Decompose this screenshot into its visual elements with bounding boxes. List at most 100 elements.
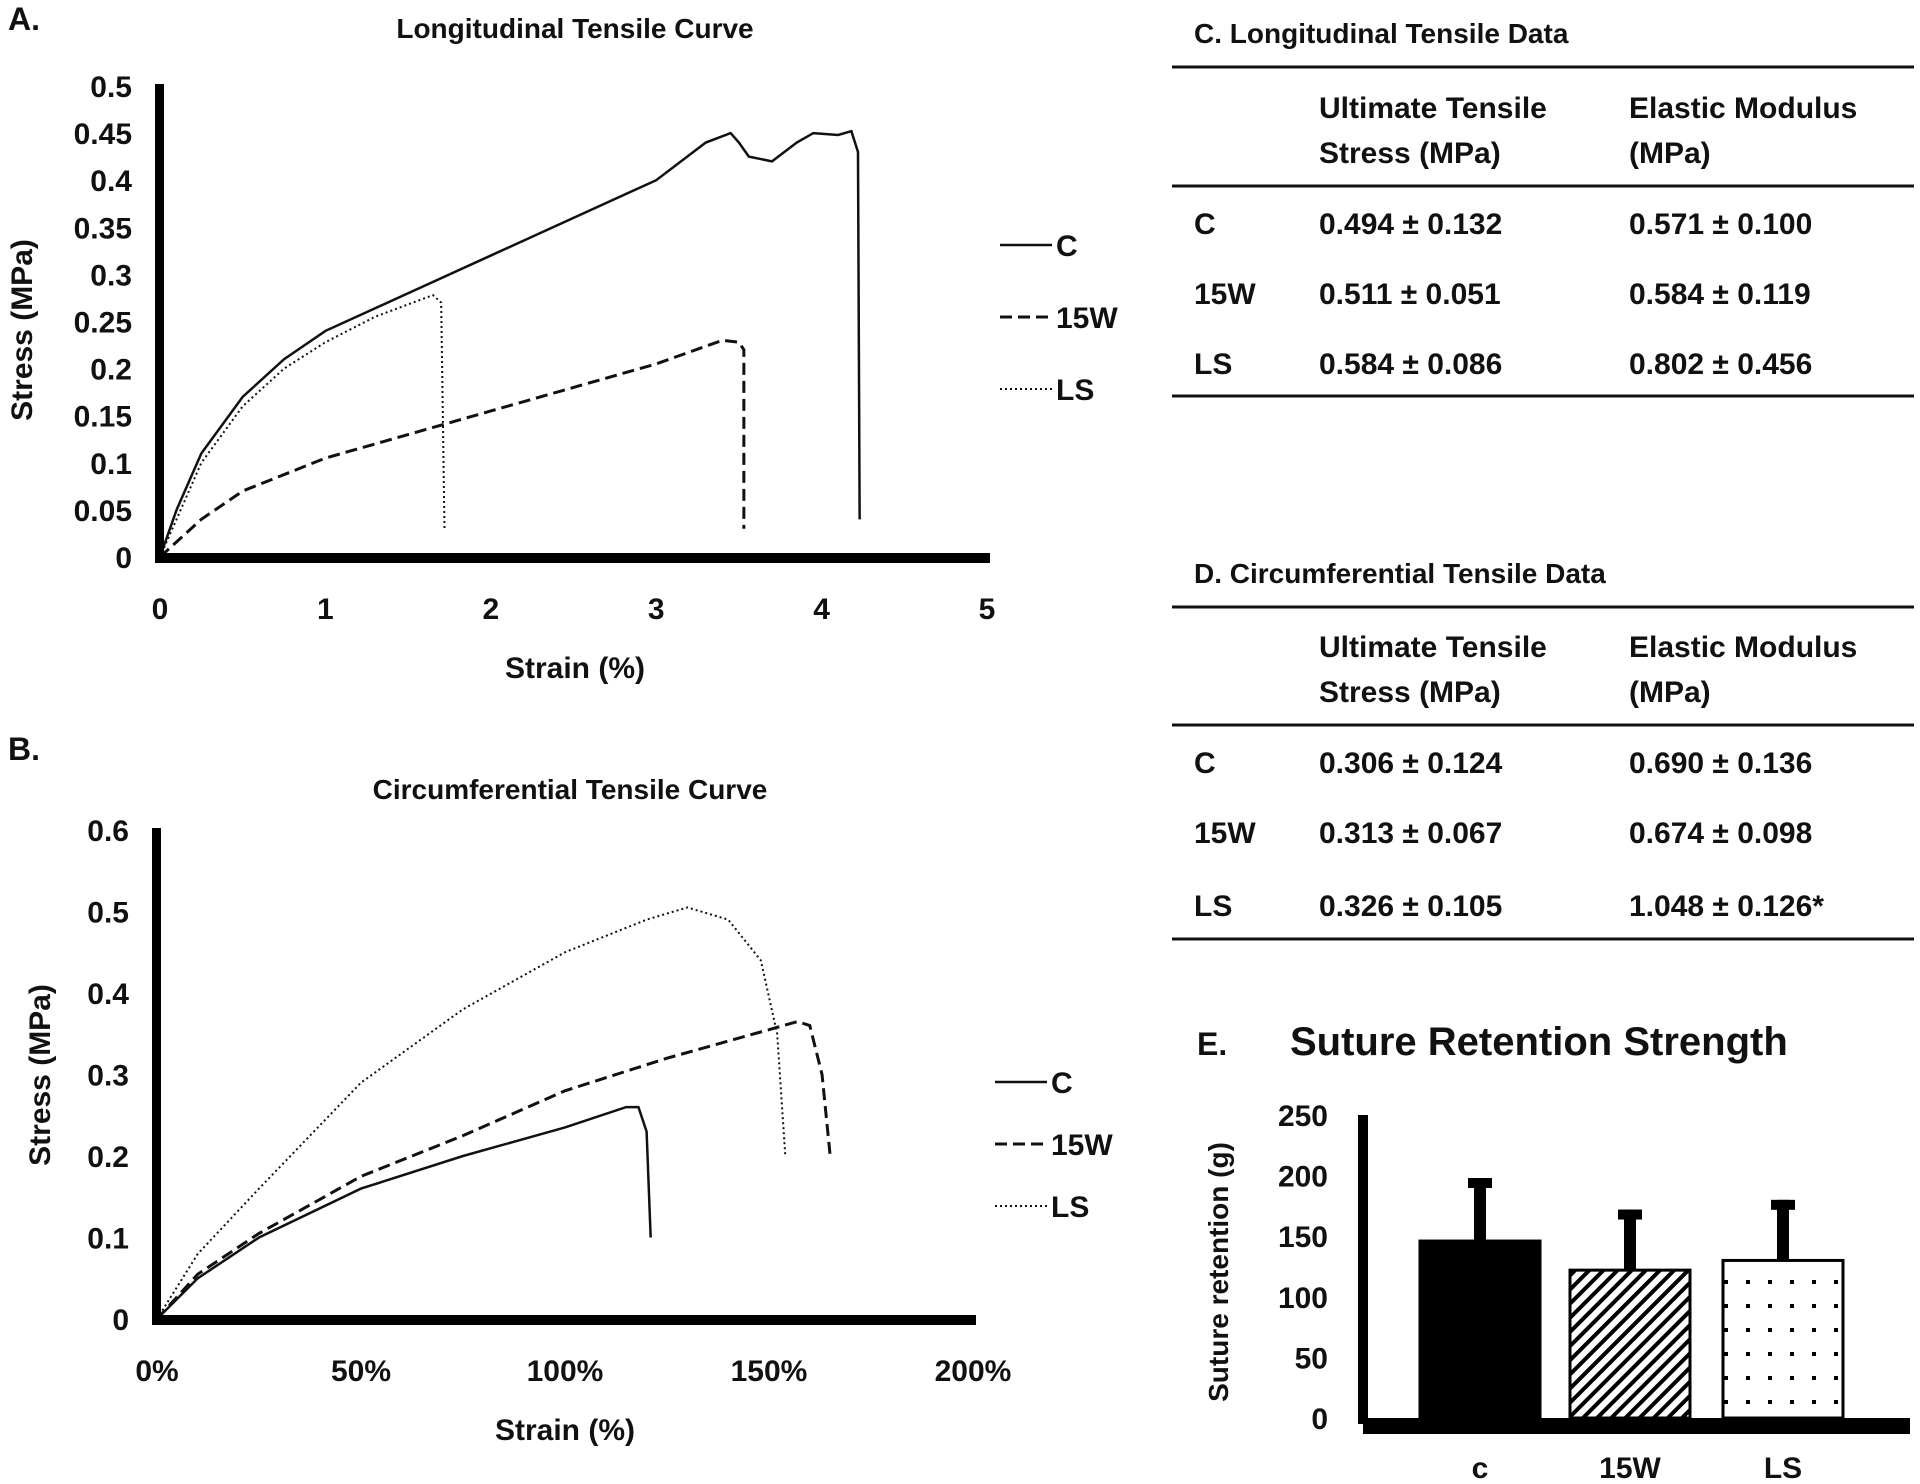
y-axis-label-b: Stress (MPa) bbox=[24, 984, 57, 1166]
error-bar bbox=[1474, 1178, 1486, 1242]
column-header: Elastic Modulus bbox=[1629, 631, 1857, 664]
x-tick-label: 2 bbox=[482, 593, 499, 626]
x-tick-label: 150% bbox=[731, 1355, 808, 1388]
table-cell: 0.313 ± 0.067 bbox=[1319, 817, 1502, 850]
x-tick-label: 50% bbox=[331, 1355, 391, 1388]
table-cell: 1.048 ± 0.126* bbox=[1629, 890, 1824, 923]
bar-15w bbox=[1568, 1268, 1692, 1420]
legend-label: C bbox=[1056, 230, 1078, 263]
x-tick-label: LS bbox=[1764, 1452, 1802, 1484]
table-cell: 0.674 ± 0.098 bbox=[1629, 817, 1812, 850]
tables: C. Longitudinal Tensile Data Ultimate Ten… bbox=[1172, 18, 1914, 941]
y-tick-label: 0.6 bbox=[87, 815, 129, 848]
y-axis-label-a: Stress (MPa) bbox=[6, 239, 39, 421]
y-axis-line bbox=[152, 828, 161, 1325]
row-label: C bbox=[1194, 208, 1216, 241]
y-tick-label: 0.45 bbox=[74, 118, 132, 151]
x-tick-label: 200% bbox=[935, 1355, 1012, 1388]
column-header: (MPa) bbox=[1629, 676, 1711, 709]
table-cell: 0.326 ± 0.105 bbox=[1319, 890, 1502, 923]
y-tick-label: 50 bbox=[1295, 1342, 1328, 1375]
y-tick-label: 150 bbox=[1278, 1221, 1328, 1254]
error-bar-cap bbox=[1468, 1178, 1492, 1189]
y-tick-label: 0.1 bbox=[90, 448, 132, 481]
y-tick-label: 0.25 bbox=[74, 307, 132, 340]
y-tick-label: 0.5 bbox=[90, 71, 132, 104]
y-tick-label: 0.2 bbox=[87, 1141, 129, 1174]
bar-ls bbox=[1721, 1258, 1845, 1420]
table-title-label: C. Longitudinal Tensile Data bbox=[1194, 18, 1569, 49]
series-line-ls bbox=[156, 906, 787, 1320]
x-tick-label: 15W bbox=[1599, 1452, 1661, 1484]
y-tick-label: 0.5 bbox=[87, 897, 129, 930]
panel-label-b: B. bbox=[8, 731, 40, 767]
y-tick-label: 200 bbox=[1278, 1161, 1328, 1194]
x-tick-label: 3 bbox=[648, 593, 665, 626]
y-tick-label: 0.3 bbox=[90, 259, 132, 292]
longitudinal-curve-chart: A. Longitudinal Tensile Curve Strain (%)… bbox=[6, 1, 1118, 685]
suture-retention-chart: E. Suture Retention Strength Suture rete… bbox=[1197, 1020, 1910, 1484]
y-tick-label: 0.4 bbox=[87, 978, 129, 1011]
chart-title-e: Suture Retention Strength bbox=[1290, 1020, 1788, 1064]
x-tick-label: 5 bbox=[979, 593, 996, 626]
error-bar bbox=[1624, 1209, 1636, 1271]
error-bar-cap bbox=[1618, 1209, 1642, 1220]
table-cell: 0.802 ± 0.456 bbox=[1629, 348, 1812, 381]
column-header: (MPa) bbox=[1629, 137, 1711, 170]
legend-label: LS bbox=[1051, 1191, 1089, 1224]
bar-c bbox=[1418, 1239, 1542, 1420]
y-tick-label: 0.3 bbox=[87, 1060, 129, 1093]
row-label: 15W bbox=[1194, 278, 1256, 311]
legend-label: LS bbox=[1056, 374, 1094, 407]
y-tick-label: 0.35 bbox=[74, 212, 132, 245]
x-tick-label: 0 bbox=[152, 593, 169, 626]
x-tick-label: 0% bbox=[135, 1355, 178, 1388]
row-label: LS bbox=[1194, 890, 1232, 923]
table-cell: 0.571 ± 0.100 bbox=[1629, 208, 1812, 241]
column-header: Ultimate Tensile bbox=[1319, 631, 1547, 664]
row-label: LS bbox=[1194, 348, 1232, 381]
chart-title-a: Longitudinal Tensile Curve bbox=[396, 13, 753, 44]
table-cell: 0.584 ± 0.119 bbox=[1629, 278, 1811, 311]
table-cell: 0.494 ± 0.132 bbox=[1319, 208, 1502, 241]
panel-label-a: A. bbox=[8, 1, 40, 37]
x-tick-label: 4 bbox=[813, 593, 830, 626]
table-cell: 0.511 ± 0.051 bbox=[1319, 278, 1501, 311]
error-bar bbox=[1777, 1199, 1789, 1261]
x-axis-line bbox=[152, 1315, 976, 1325]
table-title-label: D. Circumferential Tensile Data bbox=[1194, 558, 1606, 589]
chart-title-b: Circumferential Tensile Curve bbox=[373, 774, 768, 805]
x-axis-line bbox=[1363, 1418, 1910, 1434]
x-tick-label: c bbox=[1472, 1452, 1489, 1484]
table-cell: 0.690 ± 0.136 bbox=[1629, 747, 1812, 780]
row-label: C bbox=[1194, 747, 1216, 780]
column-header: Stress (MPa) bbox=[1319, 137, 1501, 170]
y-tick-label: 0.05 bbox=[74, 495, 132, 528]
row-label: 15W bbox=[1194, 817, 1256, 850]
x-axis-line bbox=[155, 553, 990, 563]
y-tick-label: 0.4 bbox=[90, 165, 132, 198]
y-tick-label: 100 bbox=[1278, 1282, 1328, 1315]
y-tick-label: 0.15 bbox=[74, 401, 132, 434]
x-tick-label: 1 bbox=[317, 593, 334, 626]
y-tick-label: 0 bbox=[112, 1304, 129, 1337]
column-header: Stress (MPa) bbox=[1319, 676, 1501, 709]
series-line-ls bbox=[159, 293, 446, 558]
series-line-15w bbox=[155, 1019, 832, 1321]
y-tick-label: 0 bbox=[1311, 1403, 1328, 1436]
error-bar-cap bbox=[1771, 1199, 1795, 1210]
x-tick-label: 100% bbox=[527, 1355, 604, 1388]
column-header: Elastic Modulus bbox=[1629, 92, 1857, 125]
x-axis-label-b: Strain (%) bbox=[495, 1414, 635, 1447]
table-cell: 0.306 ± 0.124 bbox=[1319, 747, 1503, 780]
y-tick-label: 0 bbox=[115, 542, 132, 575]
table-cell: 0.584 ± 0.086 bbox=[1319, 348, 1502, 381]
series-line-c bbox=[156, 1105, 652, 1320]
x-axis-label-a: Strain (%) bbox=[505, 652, 645, 685]
y-axis-label-e: Suture retention (g) bbox=[1203, 1142, 1234, 1402]
legend-label: 15W bbox=[1056, 302, 1118, 335]
series-line-15w bbox=[158, 338, 746, 559]
y-axis-line bbox=[155, 84, 164, 563]
legend-label: 15W bbox=[1051, 1129, 1113, 1162]
